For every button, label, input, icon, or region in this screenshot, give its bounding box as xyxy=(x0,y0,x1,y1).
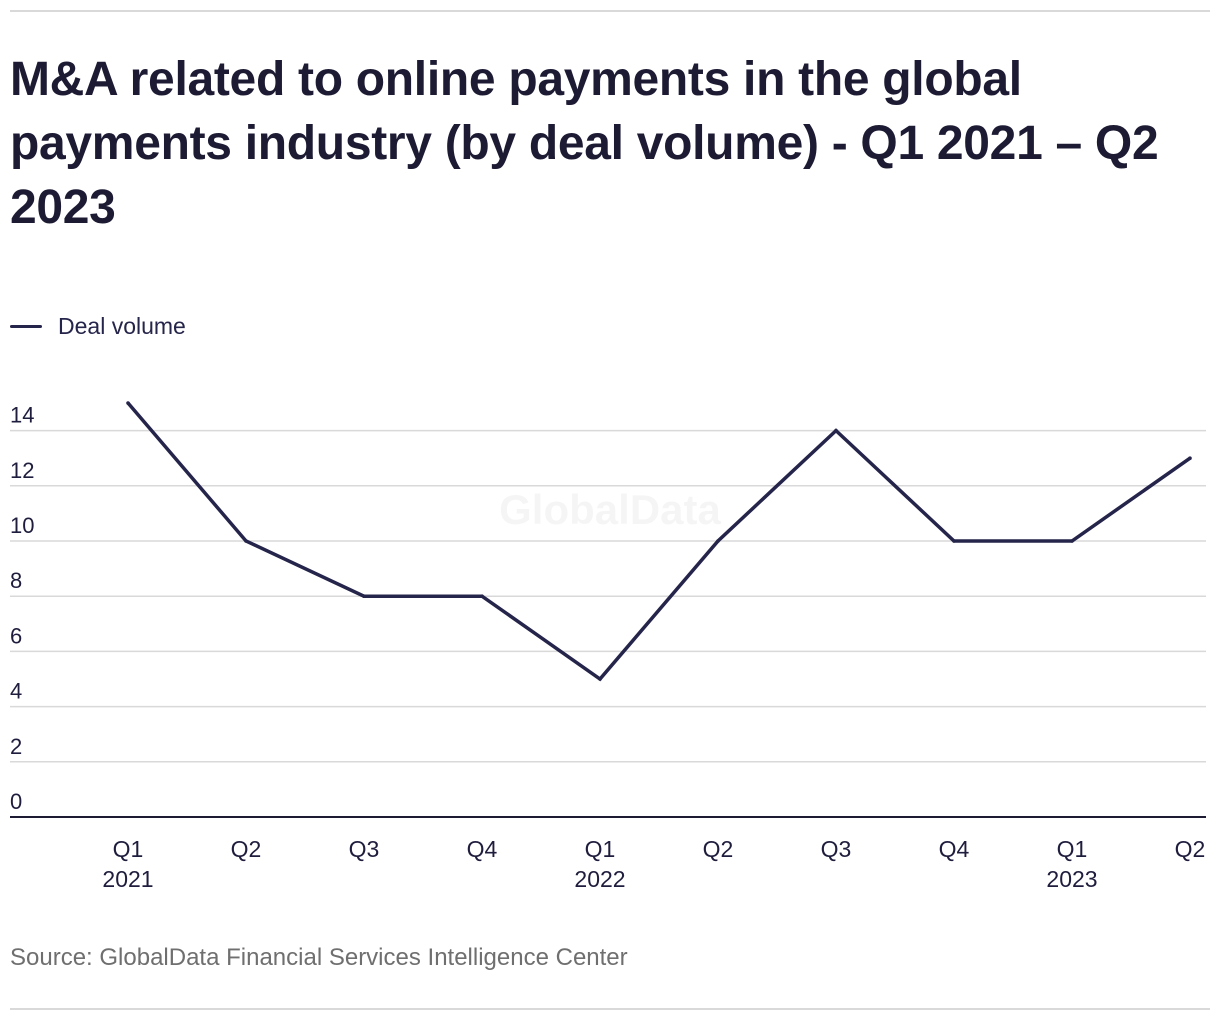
data-point-6 xyxy=(716,539,720,543)
y-tick-label-8: 8 xyxy=(10,568,22,593)
y-tick-label-4: 4 xyxy=(10,679,22,704)
data-point-2 xyxy=(244,539,248,543)
data-point-9 xyxy=(1070,539,1074,543)
data-point-8 xyxy=(952,539,956,543)
top-divider xyxy=(10,10,1210,12)
data-point-3 xyxy=(362,594,366,598)
legend-swatch-deal-volume xyxy=(10,324,42,328)
x-tick-label-3: Q3 xyxy=(349,836,380,862)
series-deal-volume xyxy=(126,401,1192,682)
x-tick-label-6: Q2 xyxy=(703,836,734,862)
chart-legend: Deal volume xyxy=(10,312,186,340)
source-note: Source: GlobalData Financial Services In… xyxy=(10,944,628,971)
y-tick-label-14: 14 xyxy=(10,403,34,428)
x-tick-year-2023: 2023 xyxy=(1046,866,1097,892)
y-tick-label-6: 6 xyxy=(10,623,22,648)
y-tick-label-2: 2 xyxy=(10,734,22,759)
data-point-10 xyxy=(1188,456,1192,460)
y-tick-label-12: 12 xyxy=(10,458,34,483)
y-tick-label-0: 0 xyxy=(10,789,22,814)
bottom-divider xyxy=(10,1008,1210,1010)
x-tick-label-5: Q1 xyxy=(585,836,616,862)
series-line-deal-volume xyxy=(126,401,1192,682)
gridlines xyxy=(10,429,1206,763)
x-tick-label-1: Q1 xyxy=(113,836,144,862)
data-point-7 xyxy=(834,428,838,433)
data-point-5 xyxy=(598,677,602,681)
x-tick-label-4: Q4 xyxy=(467,836,498,862)
watermark: GlobalData xyxy=(499,486,721,533)
x-tick-label-10: Q2 xyxy=(1175,836,1206,862)
data-point-1 xyxy=(126,401,130,405)
x-axis-ticks: Q1 2021 Q2 Q3 Q4 Q1 2022 Q2 Q3 Q4 Q1 2023 Q2 xyxy=(102,836,1205,892)
y-tick-label-10: 10 xyxy=(10,513,34,538)
x-tick-label-9: Q1 xyxy=(1057,836,1088,862)
legend-label-deal-volume: Deal volume xyxy=(58,312,186,339)
x-tick-label-8: Q4 xyxy=(939,836,970,862)
chart-title: M&A related to online payments in the gl… xyxy=(10,53,1159,234)
x-tick-label-2: Q2 xyxy=(231,836,262,862)
data-point-4 xyxy=(480,594,484,598)
x-tick-year-2022: 2022 xyxy=(574,866,625,892)
x-tick-label-7: Q3 xyxy=(821,836,852,862)
line-chart: GlobalData 0 2 4 6 8 10 12 14 Q1 2021 Q2 Q3 Q4 Q1 202… xyxy=(10,401,1206,892)
x-tick-year-2021: 2021 xyxy=(102,866,153,892)
y-axis-ticks: 0 2 4 6 8 10 12 14 xyxy=(10,403,34,814)
